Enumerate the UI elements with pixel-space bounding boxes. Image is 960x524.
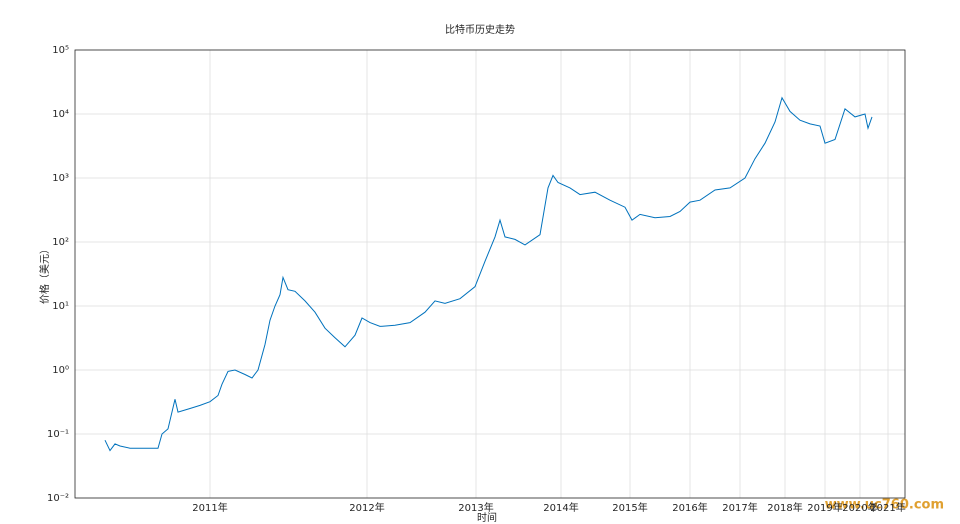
y-tick-label: 10³ [52, 173, 69, 184]
y-tick-label: 10¹ [52, 301, 69, 312]
x-axis-label: 时间 [477, 511, 497, 524]
y-tick-label: 10⁵ [52, 45, 69, 56]
y-tick-label: 10⁴ [52, 109, 69, 120]
x-tick-label: 2017年 [722, 501, 757, 514]
x-tick-label: 2021年 [870, 501, 905, 514]
x-tick-label: 2011年 [192, 501, 227, 514]
x-tick-label: 2014年 [543, 501, 578, 514]
x-tick-label: 2013年 [458, 501, 493, 514]
x-tick-label: 2015年 [612, 501, 647, 514]
y-tick-label: 10⁻² [47, 493, 69, 504]
y-axis-label: 价格（美元） [38, 244, 51, 304]
plot-frame [74, 49, 906, 499]
x-tick-label: 2020年 [842, 501, 877, 514]
y-tick-label: 10⁰ [52, 365, 69, 376]
y-tick-label: 10² [52, 237, 69, 248]
x-tick-label: 2012年 [349, 501, 384, 514]
chart-title: 比特币历史走势 [445, 23, 515, 36]
x-tick-label: 2016年 [672, 501, 707, 514]
y-tick-label: 10⁻¹ [47, 429, 69, 440]
x-tick-label: 2019年 [807, 501, 842, 514]
watermark: www.uc760.com [825, 498, 944, 513]
price-line [104, 96, 873, 452]
x-tick-label: 2018年 [767, 501, 802, 514]
